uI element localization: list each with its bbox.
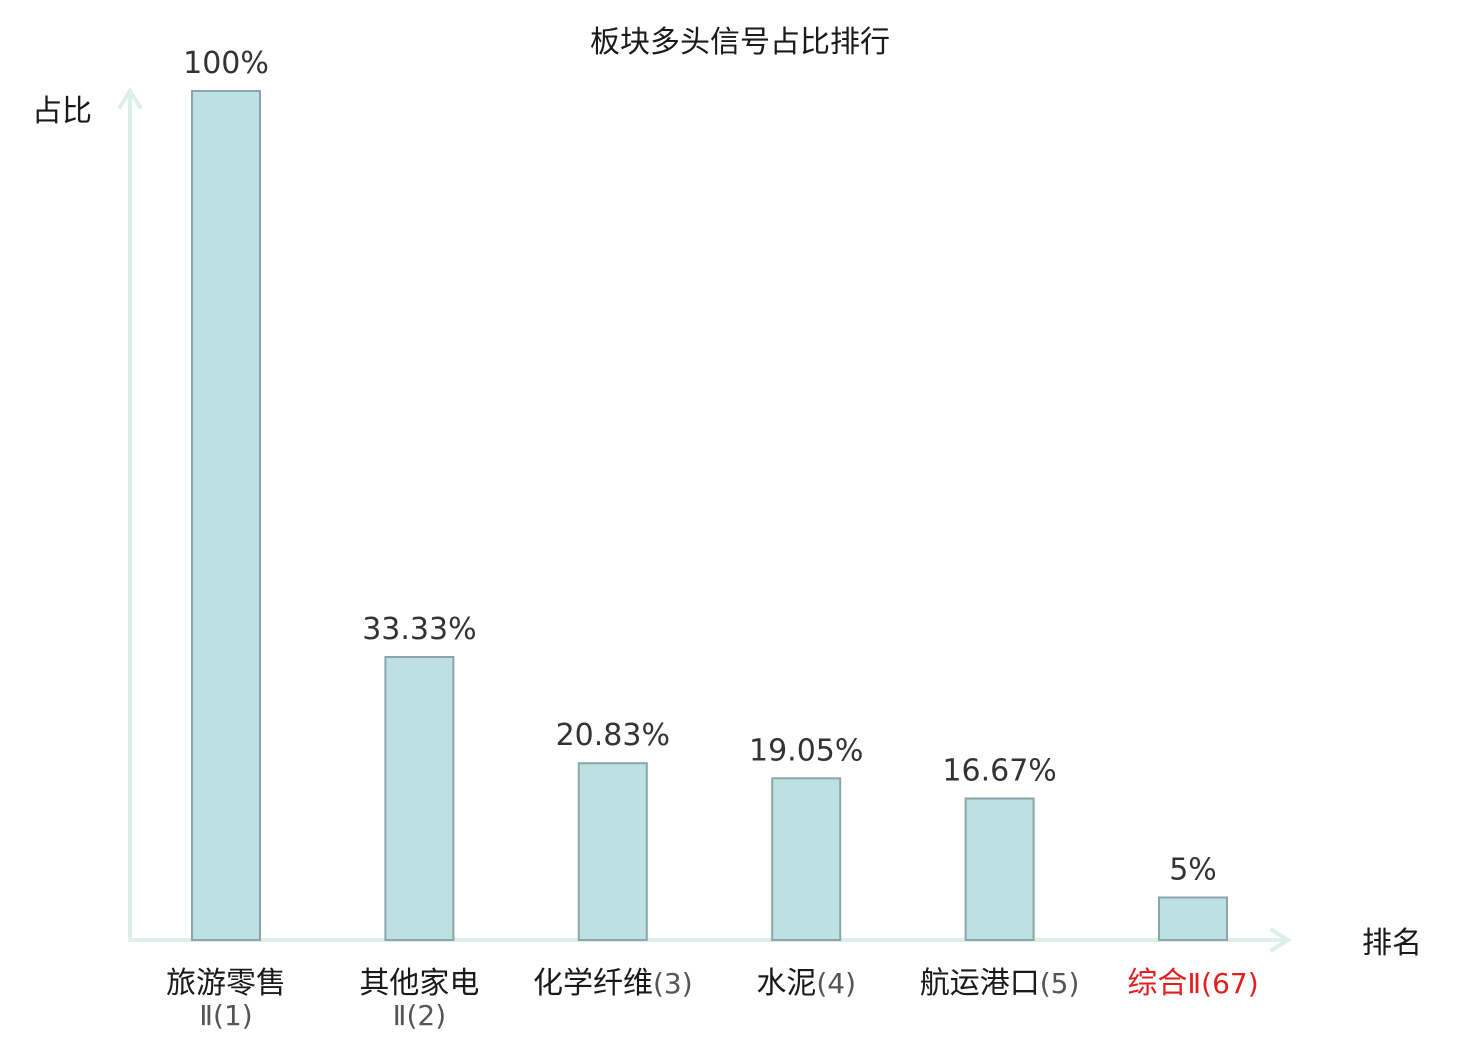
value-label-5: 16.67% — [942, 754, 1056, 789]
x-axis — [128, 928, 1292, 952]
category-name-2: 其他家电 — [359, 966, 479, 1001]
y-axis-label: 占比 — [32, 94, 92, 129]
category-rank-6: Ⅱ(67) — [1187, 967, 1258, 1000]
category-label-4: 水泥(4) — [756, 966, 856, 1001]
category-rank-2: Ⅱ(2) — [393, 999, 446, 1032]
bar-3 — [577, 762, 648, 942]
category-name-3: 化学纤维 — [533, 966, 653, 1001]
category-label-3: 化学纤维(3) — [533, 966, 693, 1001]
x-axis-arrowhead — [1270, 928, 1292, 952]
category-name-5: 航运港口 — [920, 966, 1040, 1001]
category-name-4: 水泥 — [756, 966, 816, 1001]
category-name-1: 旅游零售 — [166, 966, 286, 1001]
category-label-1: 旅游零售 Ⅱ(1) — [166, 966, 286, 1032]
chart-title: 板块多头信号占比排行 — [590, 25, 890, 60]
value-label-2: 33.33% — [362, 612, 476, 647]
category-label-2: 其他家电 Ⅱ(2) — [359, 966, 479, 1032]
category-label-6: 综合Ⅱ(67) — [1127, 966, 1258, 1001]
bars-group — [191, 90, 1228, 942]
category-rank-4: (4) — [816, 967, 856, 1000]
bar-1 — [191, 90, 261, 941]
value-label-3: 20.83% — [556, 718, 670, 753]
value-labels-group: 100% 33.33% 20.83% 19.05% 16.67% 5% — [183, 46, 1217, 888]
bar-6 — [1158, 896, 1228, 941]
value-label-4: 19.05% — [749, 733, 863, 768]
category-name-6: 综合 — [1127, 966, 1187, 1001]
category-rank-5: (5) — [1040, 967, 1080, 1000]
x-axis-label: 排名 — [1362, 926, 1422, 961]
y-axis-arrowhead — [118, 87, 142, 109]
value-label-1: 100% — [183, 46, 269, 81]
category-labels-group: 旅游零售 Ⅱ(1) 其他家电 Ⅱ(2) 化学纤维(3) 水泥(4) 航运港口(5) 综合Ⅱ(6… — [166, 966, 1259, 1032]
category-rank-1: Ⅱ(1) — [199, 999, 252, 1032]
y-axis — [118, 87, 142, 942]
value-label-6: 5% — [1169, 853, 1217, 888]
bar-2 — [384, 656, 455, 941]
bar-5 — [964, 797, 1035, 941]
bar-4 — [771, 777, 842, 941]
category-label-5: 航运港口(5) — [920, 966, 1080, 1001]
category-rank-3: (3) — [653, 967, 693, 1000]
